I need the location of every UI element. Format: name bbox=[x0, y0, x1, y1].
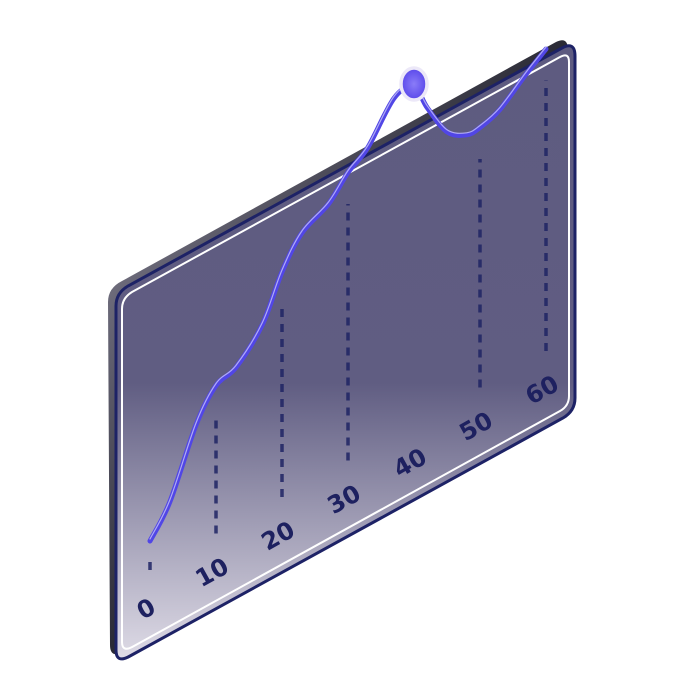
series-line bbox=[147, 46, 549, 544]
highlight-marker bbox=[399, 66, 429, 102]
series-line-highlight bbox=[149, 46, 547, 540]
panel-face bbox=[114, 44, 577, 661]
panel-frame bbox=[108, 40, 577, 661]
panel-inner-border bbox=[121, 54, 570, 650]
